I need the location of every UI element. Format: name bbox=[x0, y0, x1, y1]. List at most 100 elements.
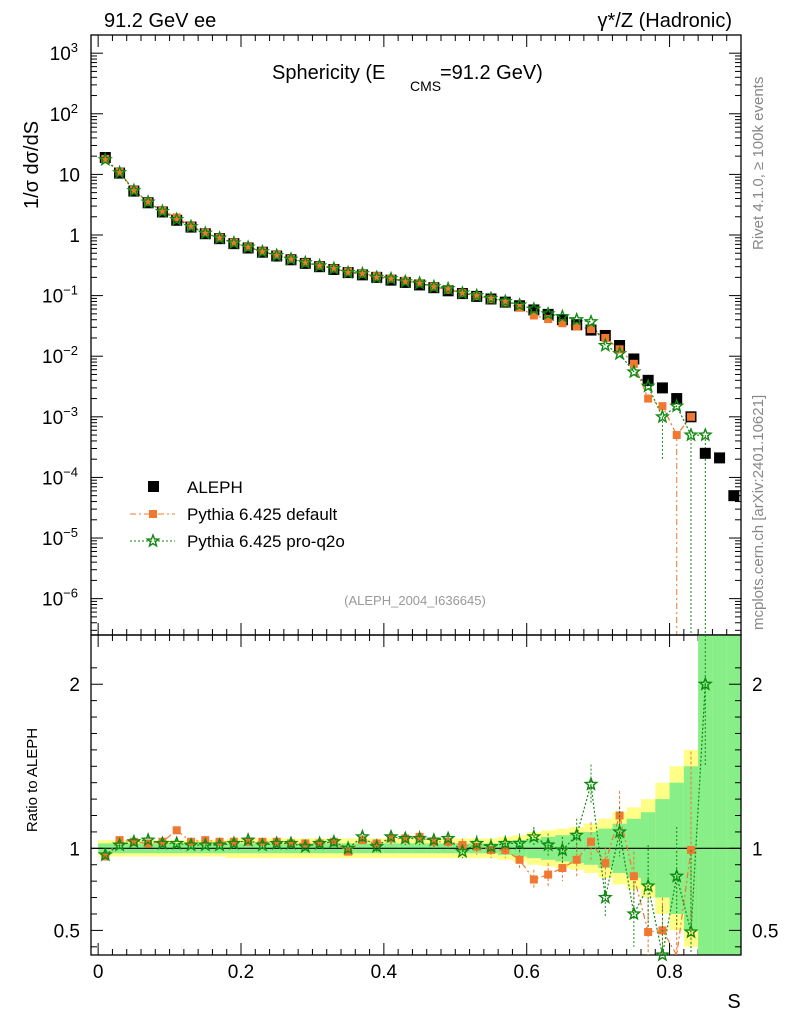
default-point bbox=[315, 261, 324, 270]
proq2o-point bbox=[197, 225, 213, 240]
ratio-tick-label: 2 bbox=[69, 675, 80, 696]
proq2o-point bbox=[640, 378, 656, 393]
ratio-band-green bbox=[726, 635, 742, 955]
y-tick-label: 10−3 bbox=[42, 404, 78, 429]
proq2o-ratio-point bbox=[297, 838, 313, 854]
proq2o-point bbox=[483, 290, 499, 305]
default-point bbox=[444, 285, 453, 294]
x-tick-label: 0.8 bbox=[656, 962, 682, 983]
proq2o-point bbox=[569, 311, 585, 327]
proq2o-ratio-point bbox=[383, 828, 399, 844]
proq2o-ratio-point bbox=[269, 835, 285, 850]
proq2o-point bbox=[126, 182, 142, 198]
side-rivet: Rivet 4.1.0, ≥ 100k events bbox=[750, 77, 767, 250]
proq2o-ratio-point bbox=[554, 842, 570, 857]
ratio-frame bbox=[90, 634, 742, 956]
ratio-tick-label-right: 2 bbox=[752, 675, 763, 696]
default-ratio-point bbox=[287, 839, 295, 848]
ratio-plot-area: 0 0.2 0.4 0.6 0.8 0.5 0.5 1 1 2 2 bbox=[54, 634, 778, 983]
default-point bbox=[629, 359, 638, 368]
proq2o-ratio-point bbox=[483, 838, 499, 854]
proq2o-ratio-point bbox=[311, 835, 328, 850]
default-ratio-point bbox=[572, 855, 581, 864]
proq2o-ratio-point bbox=[340, 840, 356, 855]
proq2o-point bbox=[540, 305, 556, 321]
default-point bbox=[215, 233, 224, 242]
ratio-tick-label-right: 0.5 bbox=[752, 921, 778, 942]
proq2o-ratio-point bbox=[654, 947, 671, 962]
default-ratio-point bbox=[629, 872, 638, 881]
proq2o-point bbox=[411, 275, 428, 290]
x-tick-label: 0.2 bbox=[228, 962, 254, 983]
proq2o-ratio-point bbox=[640, 878, 656, 893]
default-point bbox=[544, 315, 553, 324]
proq2o-ratio-point bbox=[697, 676, 713, 691]
ratio-tick-label: 1 bbox=[69, 839, 80, 860]
ratio-tick-label-right: 1 bbox=[752, 839, 763, 860]
ratio-band-green bbox=[698, 635, 713, 955]
proq2o-ratio-point bbox=[426, 832, 442, 847]
proq2o-point bbox=[326, 260, 342, 276]
analysis-id: (ALEPH_2004_I636645) bbox=[344, 593, 486, 608]
header-right: γ*/Z (Hadronic) bbox=[598, 10, 732, 32]
chart-title: Sphericity (E CMS =91.2 GeV) bbox=[272, 62, 543, 94]
proq2o-ratio-point bbox=[497, 835, 513, 850]
default-point bbox=[329, 264, 338, 273]
default-point bbox=[172, 213, 181, 222]
proq2o-ratio-point bbox=[626, 905, 642, 921]
chart-title-main: Sphericity (E bbox=[272, 62, 385, 84]
proq2o-point bbox=[254, 243, 271, 259]
default-ratio-point bbox=[529, 875, 538, 884]
x-tick-label: 0.6 bbox=[514, 962, 540, 983]
legend-label: Pythia 6.425 default bbox=[187, 505, 338, 524]
proq2o-point bbox=[383, 270, 399, 286]
aleph-point bbox=[656, 382, 668, 394]
default-ratio-point bbox=[601, 859, 610, 868]
y-tick-label: 10−6 bbox=[42, 586, 78, 611]
proq2o-point bbox=[340, 264, 356, 279]
legend-label: Pythia 6.425 pro-q2o bbox=[187, 532, 345, 551]
proq2o-ratio-point bbox=[283, 835, 299, 850]
x-tick-label: 0.4 bbox=[371, 962, 398, 983]
proq2o-point bbox=[97, 151, 113, 167]
proq2o-ratio-point bbox=[397, 830, 413, 845]
side-mcplots: mcplots.cern.ch [arXiv:2401.10621] bbox=[750, 395, 767, 630]
default-point bbox=[244, 243, 253, 252]
proq2o-ratio-point bbox=[97, 846, 113, 862]
default-point bbox=[201, 228, 210, 237]
default-ratio-point bbox=[172, 826, 181, 835]
proq2o-point bbox=[626, 363, 642, 379]
default-point bbox=[387, 274, 395, 283]
default-point bbox=[229, 238, 238, 247]
proq2o-point bbox=[369, 269, 385, 284]
proq2o-ratio-point bbox=[669, 868, 685, 883]
default-point bbox=[272, 250, 281, 259]
proq2o-ratio-point bbox=[611, 823, 628, 839]
proq2o-point bbox=[397, 273, 413, 289]
ratio-band-green bbox=[712, 635, 728, 955]
aleph-point bbox=[528, 304, 540, 316]
proq2o-point bbox=[511, 297, 528, 312]
proq2o-point bbox=[440, 280, 456, 296]
proq2o-point bbox=[311, 257, 328, 273]
default-ratio-point bbox=[558, 864, 567, 873]
proq2o-point bbox=[497, 293, 513, 308]
proq2o-ratio-point bbox=[326, 833, 342, 849]
default-point bbox=[115, 167, 124, 176]
proq2o-point bbox=[554, 308, 571, 324]
y-tick-label: 10−2 bbox=[42, 343, 78, 368]
proq2o-ratio-point bbox=[540, 837, 556, 852]
proq2o-point bbox=[583, 313, 599, 329]
legend-proq2o-marker bbox=[145, 533, 161, 548]
default-ratio-point bbox=[401, 834, 410, 843]
proq2o-ratio-point bbox=[440, 830, 456, 845]
proq2o-point bbox=[269, 247, 285, 262]
default-point bbox=[287, 255, 295, 264]
y-tick-label: 10−5 bbox=[42, 525, 78, 550]
aleph-point bbox=[714, 452, 726, 464]
proq2o-ratio-point bbox=[511, 835, 528, 850]
header-left: 91.2 GeV ee bbox=[104, 10, 216, 32]
default-point bbox=[129, 186, 138, 195]
default-point bbox=[158, 206, 167, 215]
default-point bbox=[358, 269, 367, 278]
